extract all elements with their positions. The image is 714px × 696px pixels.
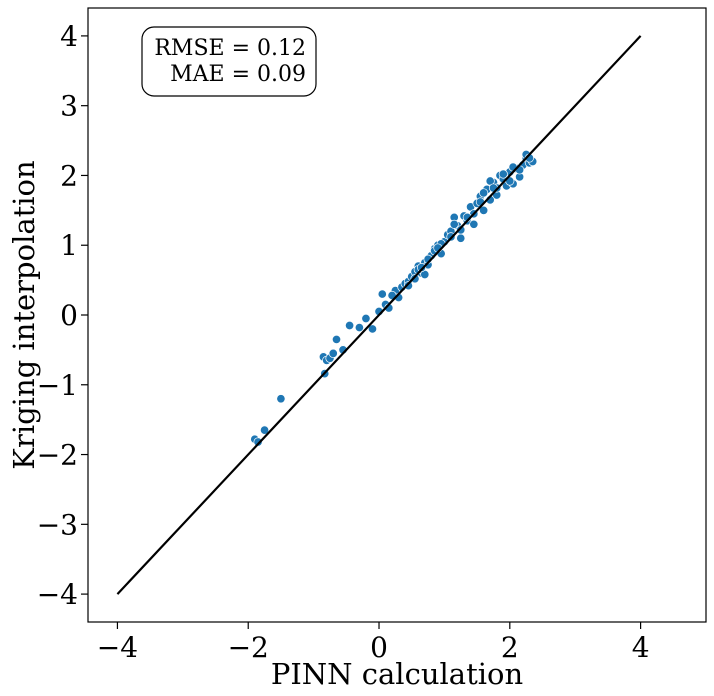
y-tick-label: 4 — [60, 20, 78, 53]
x-tick-label: 2 — [501, 631, 519, 664]
stats-box-border — [141, 26, 317, 97]
data-point — [367, 324, 378, 334]
data-point — [403, 281, 413, 291]
y-tick-label: 0 — [60, 299, 78, 332]
mae-text: MAE = 0.09 — [170, 62, 306, 87]
y-tick-label: −1 — [37, 369, 78, 402]
data-point — [498, 169, 508, 179]
y-tick-label: −3 — [37, 508, 78, 541]
identity-line — [116, 35, 642, 595]
data-point — [410, 274, 420, 284]
data-point — [456, 225, 466, 235]
data-point — [479, 188, 489, 198]
data-point — [253, 437, 263, 447]
x-tick-label: 4 — [632, 631, 650, 664]
x-tick-label: −4 — [97, 631, 138, 664]
data-point — [377, 289, 387, 299]
data-point — [456, 233, 466, 243]
x-tick-label: 0 — [370, 631, 388, 664]
rmse-text: RMSE = 0.12 — [154, 36, 306, 61]
y-tick-label: 2 — [60, 159, 78, 192]
data-point — [361, 313, 371, 324]
data-point — [449, 219, 459, 229]
x-axis-ticks: −4 −2 0 2 4 — [97, 622, 650, 664]
y-tick-label: −2 — [37, 439, 78, 472]
data-point — [331, 334, 342, 344]
y-tick-label: 3 — [60, 90, 78, 123]
y-tick-label: 1 — [60, 229, 78, 262]
data-point — [416, 263, 427, 273]
x-tick-label: −2 — [228, 631, 269, 664]
data-point — [479, 205, 489, 215]
y-tick-label: −4 — [37, 578, 78, 611]
x-axis-label: PINN calculation — [271, 657, 523, 691]
data-point — [260, 425, 270, 435]
data-point — [328, 348, 338, 358]
stats-box: RMSE = 0.12 MAE = 0.09 — [141, 26, 317, 97]
data-point — [276, 394, 286, 404]
data-point — [469, 219, 479, 229]
y-axis-ticks: −4 −3 −2 −1 0 1 2 3 4 — [37, 20, 88, 611]
y-axis-label: Kriging interpolation — [7, 160, 41, 469]
plot-frame — [87, 7, 707, 623]
data-point — [354, 323, 364, 333]
data-point — [345, 320, 355, 331]
